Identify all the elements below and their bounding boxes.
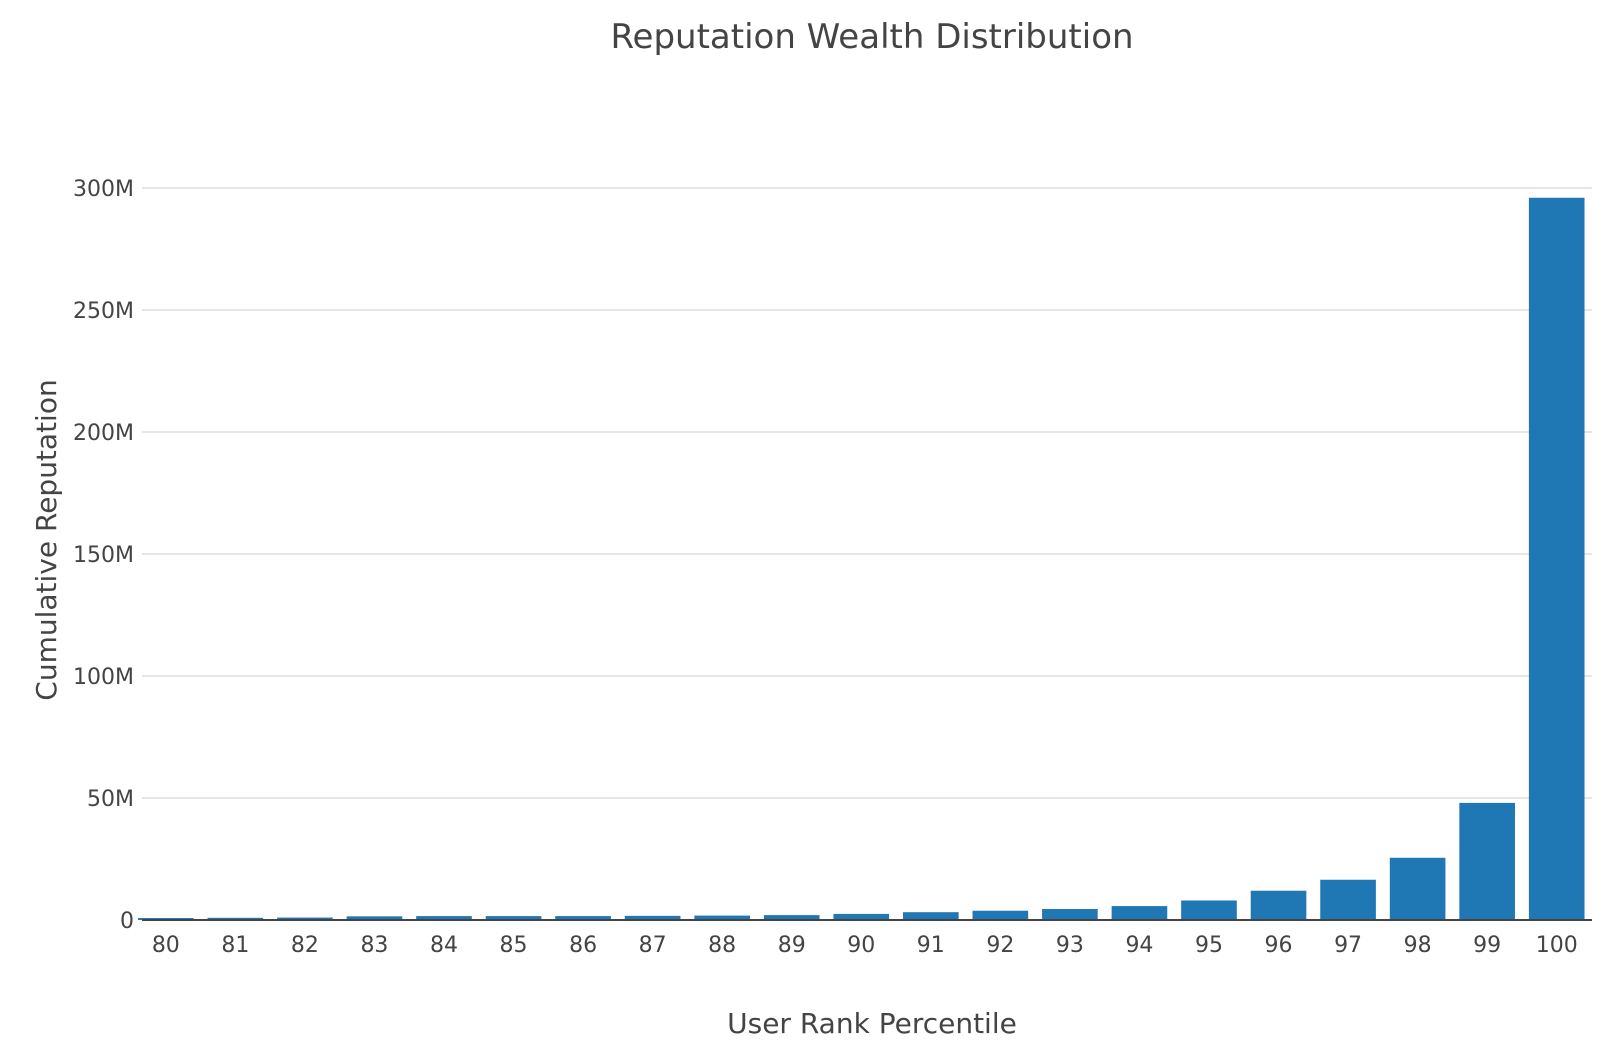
x-tick-label: 88 <box>708 933 736 958</box>
bar-81 <box>207 917 264 920</box>
y-axis-ticks: 0 50M 100M 150M 200M 250M 300M <box>73 177 134 934</box>
x-tick-label: 92 <box>986 933 1014 958</box>
y-tick-label: 150M <box>73 543 134 568</box>
bar-98 <box>1389 857 1446 920</box>
bar-87 <box>624 915 681 920</box>
x-tick-label: 87 <box>639 933 667 958</box>
x-tick-label: 100 <box>1536 933 1578 958</box>
x-tick-label: 90 <box>847 933 875 958</box>
x-tick-label: 81 <box>221 933 249 958</box>
bar-96 <box>1250 890 1307 920</box>
bar-88 <box>694 915 750 920</box>
y-tick-label: 50M <box>87 787 134 812</box>
bar-84 <box>416 916 472 920</box>
y-axis-title: Cumulative Reputation <box>30 379 63 700</box>
x-tick-label: 89 <box>778 933 806 958</box>
bar-99 <box>1459 802 1515 920</box>
bar-90 <box>833 913 890 920</box>
x-tick-label: 94 <box>1125 933 1153 958</box>
chart-title: Reputation Wealth Distribution <box>610 17 1133 57</box>
bar-93 <box>1042 909 1098 920</box>
y-tick-label: 100M <box>73 665 134 690</box>
x-tick-label: 82 <box>291 933 319 958</box>
bar-95 <box>1181 900 1237 920</box>
bar-100 <box>1528 197 1585 920</box>
bar-92 <box>972 910 1029 920</box>
x-tick-label: 96 <box>1265 933 1293 958</box>
x-tick-label: 83 <box>360 933 388 958</box>
bar-97 <box>1320 879 1376 920</box>
x-tick-label: 93 <box>1056 933 1084 958</box>
bar-82 <box>277 917 333 920</box>
x-axis-title: User Rank Percentile <box>727 1007 1017 1040</box>
x-tick-label: 91 <box>917 933 945 958</box>
x-tick-label: 86 <box>569 933 597 958</box>
x-tick-label: 85 <box>500 933 528 958</box>
x-tick-label: 99 <box>1473 933 1501 958</box>
x-tick-label: 84 <box>430 933 458 958</box>
bar-91 <box>902 912 959 920</box>
gridlines <box>142 187 1592 799</box>
bar-83 <box>346 916 403 920</box>
x-tick-label: 95 <box>1195 933 1223 958</box>
x-axis-ticks: 80 81 82 83 84 85 86 87 88 89 90 91 92 93 94 95 96 97 98 99… <box>152 933 1578 958</box>
x-tick-label: 80 <box>152 933 180 958</box>
x-tick-label: 97 <box>1334 933 1362 958</box>
bars <box>138 197 1585 920</box>
bar-94 <box>1111 906 1168 920</box>
y-tick-label: 300M <box>73 177 134 202</box>
bar-86 <box>555 916 611 920</box>
y-tick-label: 200M <box>73 421 134 446</box>
y-tick-label: 0 <box>120 909 134 934</box>
x-tick-label: 98 <box>1404 933 1432 958</box>
bar-89 <box>763 915 820 920</box>
y-tick-label: 250M <box>73 299 134 324</box>
bar-85 <box>485 916 542 920</box>
